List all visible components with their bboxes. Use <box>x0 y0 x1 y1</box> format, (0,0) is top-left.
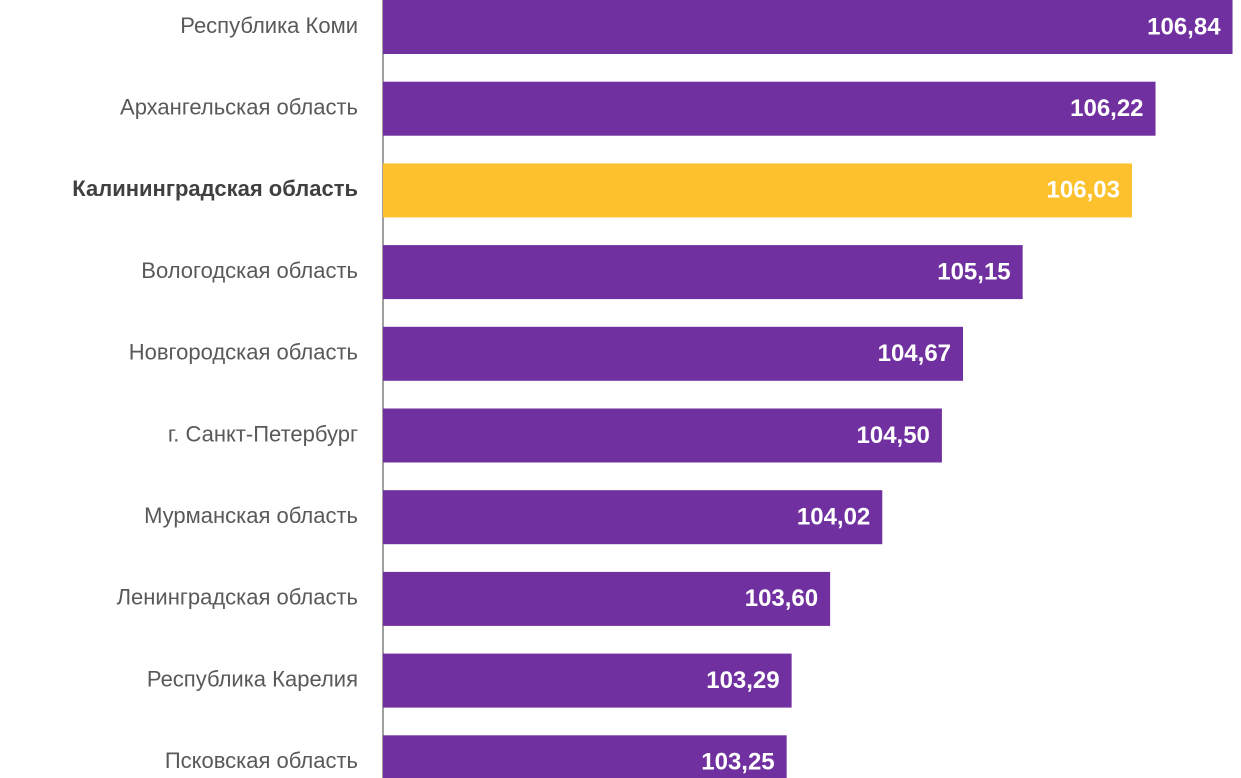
bar <box>383 0 1233 54</box>
category-label: Республика Коми <box>180 13 358 38</box>
category-label: Архангельская область <box>120 95 358 120</box>
value-label: 106,22 <box>1070 95 1143 122</box>
value-label: 103,60 <box>745 585 818 612</box>
bar <box>383 245 1023 300</box>
bar <box>383 653 792 708</box>
bar <box>383 81 1156 136</box>
value-label: 104,67 <box>878 340 951 367</box>
value-label: 103,29 <box>706 667 779 694</box>
bar <box>383 735 787 778</box>
value-label: 106,84 <box>1147 13 1221 40</box>
value-label: 104,50 <box>857 422 930 449</box>
category-label: Мурманская область <box>144 503 358 528</box>
category-label: Калининградская область <box>72 176 358 201</box>
value-label: 106,03 <box>1047 177 1120 204</box>
bar <box>383 490 883 545</box>
category-label: г. Санкт-Петербург <box>168 421 358 446</box>
bar <box>383 408 942 463</box>
value-label: 104,02 <box>797 504 870 531</box>
bar <box>383 571 831 626</box>
value-label: 105,15 <box>937 258 1010 285</box>
category-label: Республика Карелия <box>147 666 358 691</box>
category-label: Псковская область <box>165 748 358 773</box>
bar <box>383 326 964 381</box>
bar <box>383 163 1132 218</box>
category-label: Вологодская область <box>141 258 358 283</box>
category-label: Ленинградская область <box>117 585 358 610</box>
category-label: Новгородская область <box>129 340 358 365</box>
value-label: 103,25 <box>701 749 774 776</box>
